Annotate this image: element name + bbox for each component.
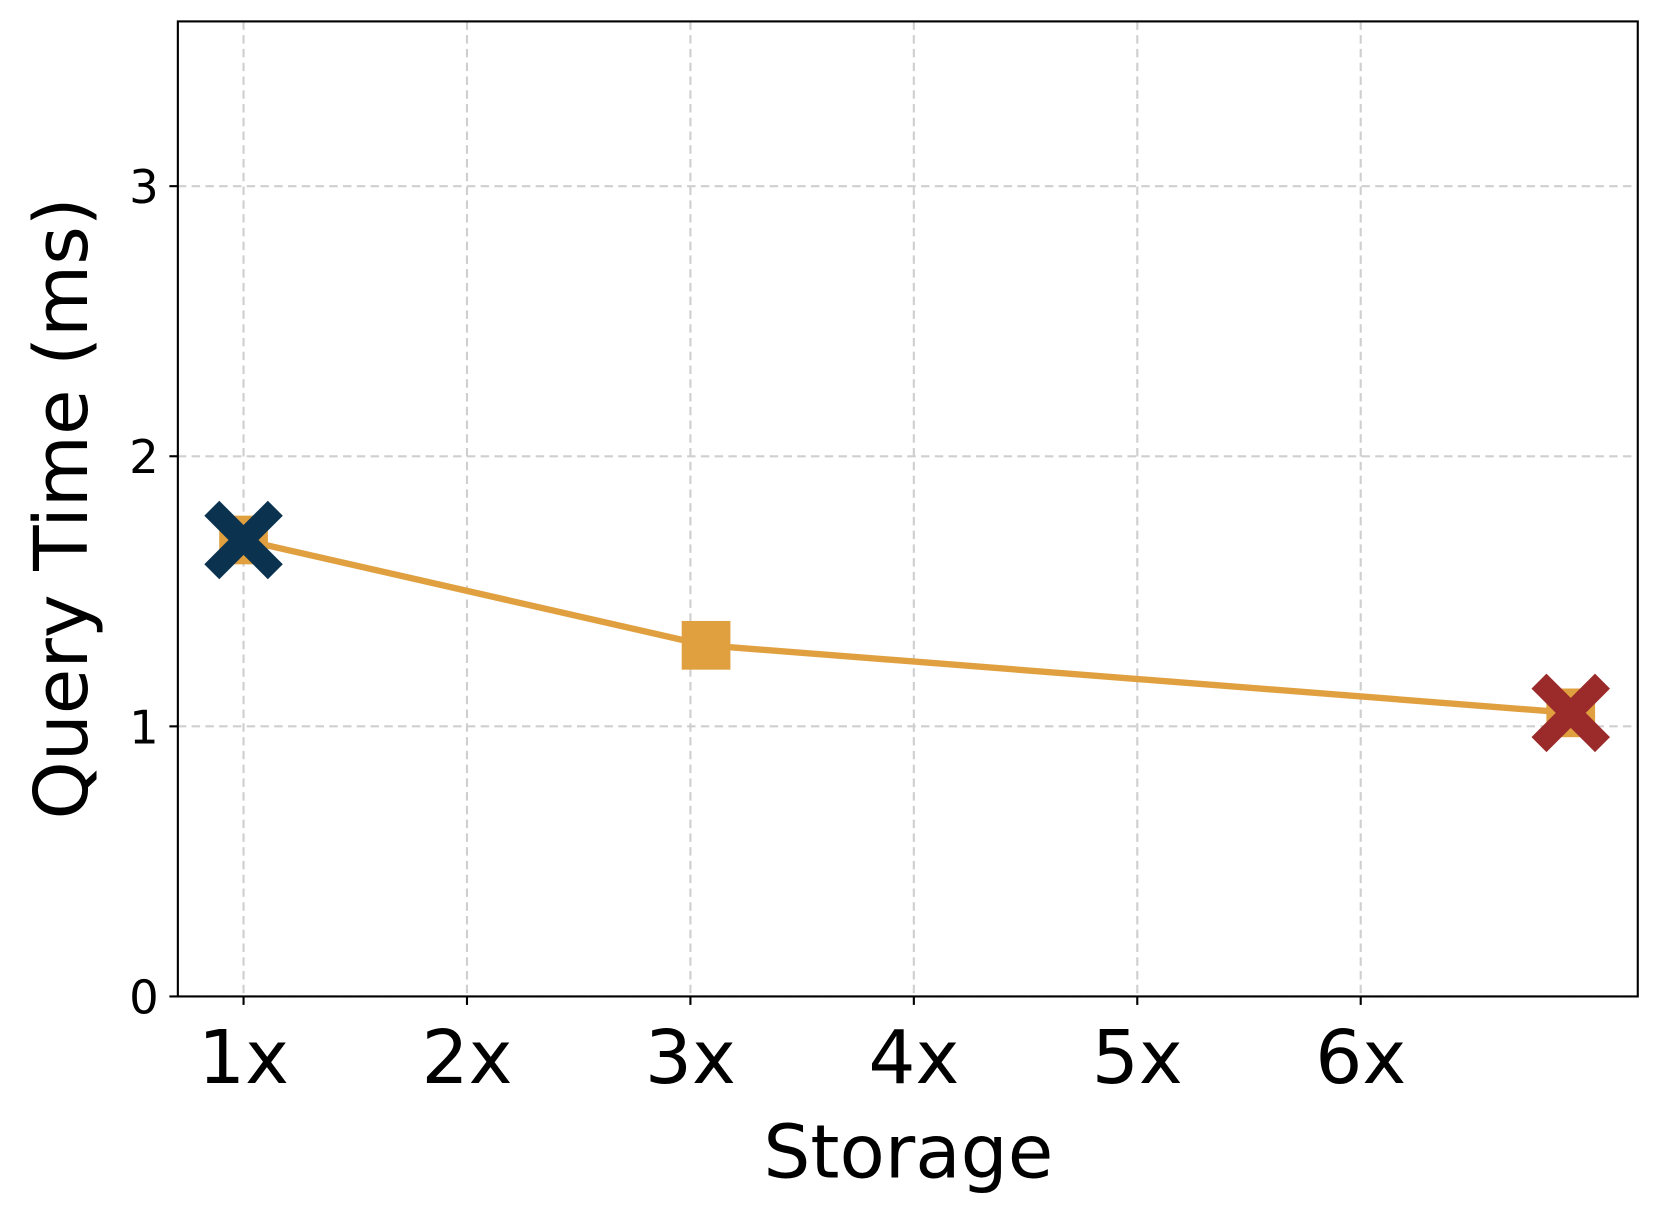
y-tick-label: 2 <box>129 430 159 484</box>
y-tick-label: 1 <box>129 700 159 754</box>
x-tick-label: 1x <box>198 1015 289 1101</box>
x-tick-label: 5x <box>1092 1015 1183 1101</box>
x-tick-label: 4x <box>868 1015 959 1101</box>
y-axis-label: Query Time (ms) <box>19 197 105 819</box>
series-line <box>242 536 1571 717</box>
plot-frame <box>176 20 1639 998</box>
x-axis-label: Storage <box>763 1109 1053 1195</box>
x-marker <box>1531 673 1610 753</box>
square-marker <box>681 620 731 670</box>
y-tick-label: 0 <box>129 970 159 1024</box>
x-tick-label: 6x <box>1315 1015 1406 1101</box>
x-tick-label: 3x <box>645 1015 736 1101</box>
y-tick-label: 3 <box>129 160 159 214</box>
x-tick-label: 2x <box>421 1015 512 1101</box>
x-marker <box>204 500 283 580</box>
